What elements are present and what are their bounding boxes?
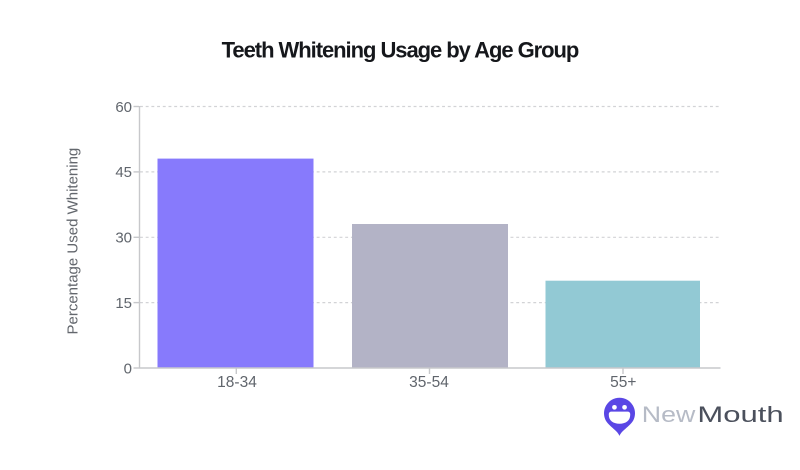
svg-text:Percentage Used Whitening: Percentage Used Whitening	[65, 148, 82, 335]
svg-text:Mouth: Mouth	[697, 401, 783, 427]
svg-text:60: 60	[115, 99, 132, 116]
svg-text:Teeth Whitening Usage by Age G: Teeth Whitening Usage by Age Group	[222, 37, 579, 62]
svg-text:30: 30	[115, 230, 132, 247]
svg-text:New: New	[642, 403, 696, 428]
svg-text:18-34: 18-34	[217, 374, 257, 391]
svg-text:45: 45	[115, 164, 132, 181]
svg-text:55+: 55+	[610, 374, 636, 391]
svg-text:0: 0	[124, 360, 132, 377]
svg-text:35-54: 35-54	[409, 374, 449, 391]
svg-text:15: 15	[115, 295, 132, 312]
